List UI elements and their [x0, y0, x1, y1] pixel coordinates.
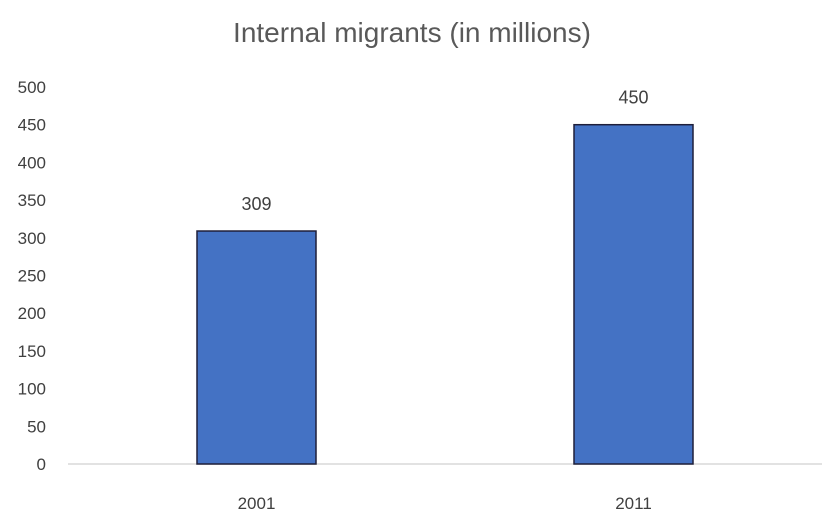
data-label-2011: 450	[618, 88, 648, 108]
y-tick-label: 50	[27, 417, 46, 436]
y-tick-label: 0	[37, 455, 46, 474]
y-tick-label: 400	[18, 153, 46, 172]
y-tick-label: 150	[18, 342, 46, 361]
y-tick-label: 500	[18, 78, 46, 97]
x-tick-label: 2001	[238, 494, 276, 513]
y-axis: 0 50 100 150 200 250 300 350 400 450 500	[18, 78, 46, 474]
x-axis: 2001 2011	[238, 494, 652, 513]
x-tick-label: 2011	[615, 494, 652, 513]
bars-group: 309 450	[196, 88, 694, 465]
y-tick-label: 250	[18, 267, 46, 286]
y-tick-label: 300	[18, 229, 46, 248]
chart-title: Internal migrants (in millions)	[233, 17, 591, 48]
y-tick-label: 200	[18, 304, 46, 323]
y-tick-label: 450	[18, 116, 46, 135]
bar-2011	[573, 123, 694, 465]
data-label-2001: 309	[241, 194, 271, 214]
bar-2001	[196, 230, 317, 465]
y-tick-label: 350	[18, 191, 46, 210]
y-tick-label: 100	[18, 380, 46, 399]
